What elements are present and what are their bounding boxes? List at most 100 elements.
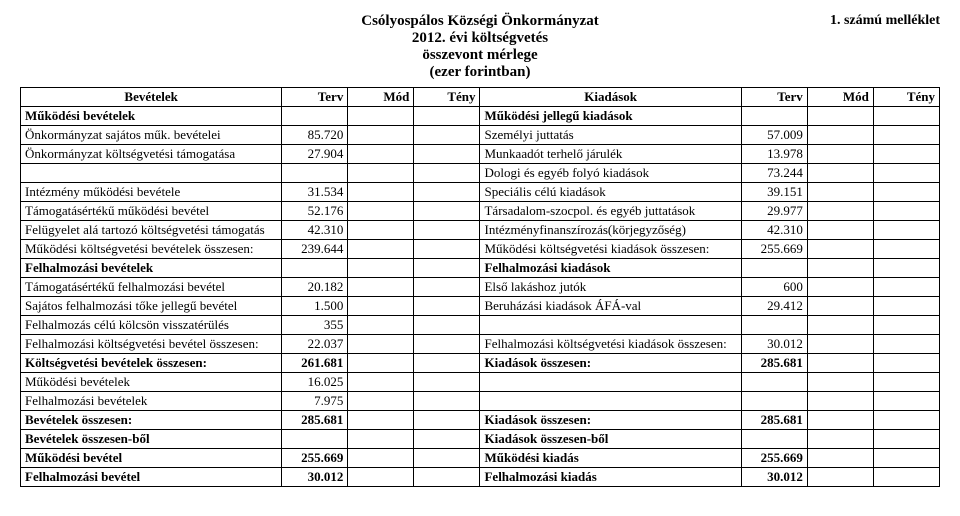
table-row: Felügyelet alá tartozó költségvetési tám…	[21, 221, 940, 240]
col-head-right: Kiadások	[480, 88, 741, 107]
title-line-4: (ezer forintban)	[20, 64, 940, 81]
table-row: Működési bevétel255.669Működési kiadás25…	[21, 449, 940, 468]
row-right-value	[807, 107, 873, 126]
row-left-value: 239.644	[282, 240, 348, 259]
row-right-value	[807, 335, 873, 354]
row-left-value	[348, 297, 414, 316]
row-left-value	[414, 240, 480, 259]
col-head-left: Bevételek	[21, 88, 282, 107]
row-right-value	[873, 183, 939, 202]
row-left-value	[348, 335, 414, 354]
row-right-value	[741, 392, 807, 411]
row-left-label: Önkormányzat költségvetési támogatása	[21, 145, 282, 164]
row-left-value: 255.669	[282, 449, 348, 468]
row-left-value: 52.176	[282, 202, 348, 221]
row-right-value: 57.009	[741, 126, 807, 145]
row-left-value	[348, 259, 414, 278]
row-left-value	[282, 430, 348, 449]
row-left-value	[414, 373, 480, 392]
table-row: Felhalmozási bevételek7.975	[21, 392, 940, 411]
table-body: Működési bevételekMűködési jellegű kiadá…	[21, 107, 940, 487]
row-left-label: Működési költségvetési bevételek összese…	[21, 240, 282, 259]
row-left-value	[348, 468, 414, 487]
row-right-label: Működési költségvetési kiadások összesen…	[480, 240, 741, 259]
row-right-label: Működési kiadás	[480, 449, 741, 468]
row-left-value	[414, 392, 480, 411]
row-right-value	[873, 259, 939, 278]
row-right-value	[873, 411, 939, 430]
col-head-terv-l: Terv	[282, 88, 348, 107]
row-right-label: Dologi és egyéb folyó kiadások	[480, 164, 741, 183]
row-right-value: 29.412	[741, 297, 807, 316]
row-left-value	[414, 354, 480, 373]
row-left-label: Intézmény működési bevétele	[21, 183, 282, 202]
row-left-value: 355	[282, 316, 348, 335]
row-right-value	[873, 164, 939, 183]
row-left-value	[414, 183, 480, 202]
row-left-value: 20.182	[282, 278, 348, 297]
row-left-value	[348, 354, 414, 373]
row-left-value	[414, 449, 480, 468]
row-right-value	[807, 297, 873, 316]
row-left-label: Költségvetési bevételek összesen:	[21, 354, 282, 373]
row-left-value	[414, 202, 480, 221]
row-left-value	[414, 259, 480, 278]
row-left-value	[348, 240, 414, 259]
row-right-value	[741, 430, 807, 449]
row-left-label: Felhalmozási bevételek	[21, 392, 282, 411]
table-row: Felhalmozás célú kölcsön visszatérülés35…	[21, 316, 940, 335]
row-right-value	[873, 107, 939, 126]
col-head-teny-r: Tény	[873, 88, 939, 107]
row-right-value	[807, 392, 873, 411]
row-right-value	[807, 316, 873, 335]
table-row: Működési bevételekMűködési jellegű kiadá…	[21, 107, 940, 126]
row-left-value: 85.720	[282, 126, 348, 145]
row-left-value: 7.975	[282, 392, 348, 411]
row-left-value	[414, 430, 480, 449]
row-left-label: Sajátos felhalmozási tőke jellegű bevéte…	[21, 297, 282, 316]
row-right-value	[807, 221, 873, 240]
row-right-value	[741, 373, 807, 392]
row-right-value: 73.244	[741, 164, 807, 183]
row-left-label: Felhalmozási költségvetési bevétel össze…	[21, 335, 282, 354]
row-left-value	[282, 259, 348, 278]
row-left-value	[414, 468, 480, 487]
row-right-label	[480, 373, 741, 392]
row-left-value	[348, 202, 414, 221]
row-right-value	[807, 145, 873, 164]
table-row: Működési bevételek16.025	[21, 373, 940, 392]
row-right-value	[807, 373, 873, 392]
row-left-value	[348, 373, 414, 392]
table-row: Dologi és egyéb folyó kiadások73.244	[21, 164, 940, 183]
row-right-label: Társadalom-szocpol. és egyéb juttatások	[480, 202, 741, 221]
row-left-value	[348, 107, 414, 126]
row-left-value	[348, 430, 414, 449]
row-left-value	[348, 183, 414, 202]
row-right-value: 255.669	[741, 449, 807, 468]
row-right-value	[873, 316, 939, 335]
row-right-value: 255.669	[741, 240, 807, 259]
row-left-value	[414, 107, 480, 126]
row-left-label: Felhalmozási bevételek	[21, 259, 282, 278]
row-left-label: Önkormányzat sajátos műk. bevételei	[21, 126, 282, 145]
table-row: Felhalmozási költségvetési bevétel össze…	[21, 335, 940, 354]
row-left-value	[414, 164, 480, 183]
row-left-label: Felhalmozási bevétel	[21, 468, 282, 487]
row-left-value: 16.025	[282, 373, 348, 392]
row-right-value	[873, 297, 939, 316]
table-row: Bevételek összesen:285.681Kiadások össze…	[21, 411, 940, 430]
row-right-value	[873, 449, 939, 468]
row-left-value	[414, 316, 480, 335]
row-left-value: 30.012	[282, 468, 348, 487]
row-left-value: 42.310	[282, 221, 348, 240]
table-row: Költségvetési bevételek összesen:261.681…	[21, 354, 940, 373]
row-left-value	[348, 145, 414, 164]
row-right-label: Beruházási kiadások ÁFÁ-val	[480, 297, 741, 316]
row-left-label: Működési bevétel	[21, 449, 282, 468]
row-right-value	[873, 430, 939, 449]
row-left-label: Bevételek összesen-ből	[21, 430, 282, 449]
annex-label: 1. számú melléklet	[830, 12, 940, 30]
row-right-label: Személyi juttatás	[480, 126, 741, 145]
row-right-value	[807, 183, 873, 202]
row-right-value	[807, 354, 873, 373]
